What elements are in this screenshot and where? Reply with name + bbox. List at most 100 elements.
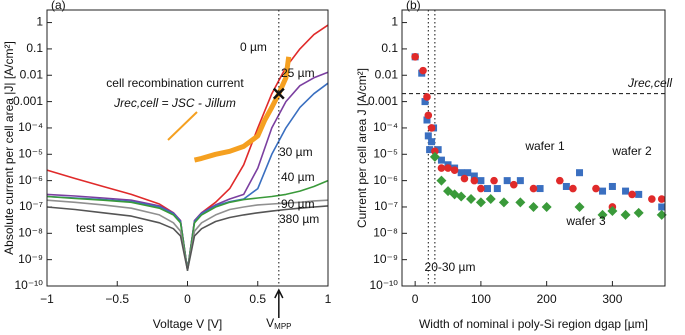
point bbox=[574, 201, 585, 212]
y-tick-label: 10⁻⁷ bbox=[374, 199, 398, 213]
y-tick-label: 0.01 bbox=[20, 67, 44, 81]
point bbox=[541, 201, 552, 212]
curve bbox=[46, 179, 329, 271]
point bbox=[436, 175, 447, 186]
point bbox=[658, 203, 666, 211]
point bbox=[411, 53, 419, 61]
point bbox=[431, 147, 439, 156]
series-label: 30 µm bbox=[279, 145, 313, 159]
point bbox=[426, 146, 434, 154]
point bbox=[424, 132, 432, 140]
point bbox=[437, 164, 446, 172]
series-label: 90 µm bbox=[281, 197, 315, 211]
point bbox=[493, 185, 501, 193]
point bbox=[528, 201, 539, 212]
point bbox=[607, 206, 618, 217]
point bbox=[576, 169, 584, 177]
series-label: cell recombination current bbox=[106, 76, 244, 90]
series-label: 0 µm bbox=[240, 40, 267, 54]
plot-frame bbox=[401, 9, 666, 287]
x-axis-title: Voltage V [V] bbox=[153, 317, 222, 331]
y-tick-label: 10⁻⁸ bbox=[18, 225, 43, 239]
y-tick-label: 10⁻⁵ bbox=[373, 146, 398, 160]
point bbox=[620, 209, 631, 220]
pointer bbox=[167, 111, 198, 141]
point bbox=[648, 195, 656, 203]
point bbox=[460, 174, 469, 183]
x-tick-label: 0.5 bbox=[249, 292, 266, 306]
y-tick-label: 10⁻⁶ bbox=[18, 173, 43, 187]
curve bbox=[46, 71, 329, 271]
point bbox=[477, 184, 485, 193]
point bbox=[597, 209, 608, 220]
x-tick-label: 0 bbox=[184, 292, 191, 306]
cross-marker bbox=[272, 87, 285, 100]
point bbox=[475, 197, 486, 208]
point bbox=[536, 185, 544, 193]
y-tick-label: 0.1 bbox=[381, 41, 398, 55]
series-label: 40 µm bbox=[281, 170, 315, 184]
point bbox=[485, 194, 496, 205]
x-axis-title: Width of nominal i poly-Si region dgap [… bbox=[419, 317, 648, 331]
y-tick-label: 10⁻⁴ bbox=[18, 120, 43, 134]
point bbox=[622, 187, 630, 195]
point bbox=[556, 176, 564, 185]
x-tick-label: 100 bbox=[471, 292, 491, 306]
formula: Jrec,cell = JSC - Jillum bbox=[113, 96, 236, 110]
y-tick-label: 10⁻¹⁰ bbox=[370, 278, 399, 292]
point bbox=[470, 176, 479, 185]
point bbox=[470, 172, 478, 180]
y-tick-label: 10⁻⁹ bbox=[373, 252, 398, 266]
x-tick-label: 200 bbox=[537, 292, 557, 306]
panel-label: (a) bbox=[51, 0, 66, 12]
y-tick-label: 0.01 bbox=[375, 67, 399, 81]
point bbox=[437, 156, 445, 164]
point bbox=[421, 98, 429, 106]
point bbox=[457, 169, 465, 177]
y-tick-label: 0.001 bbox=[368, 94, 398, 108]
point bbox=[477, 177, 485, 185]
curve bbox=[193, 56, 292, 163]
y-axis-title: Current per cell area J [A/cm²] bbox=[355, 68, 369, 228]
plot-frame bbox=[46, 9, 329, 287]
ref-label: Jrec,cell bbox=[627, 76, 672, 90]
point bbox=[633, 207, 644, 218]
point bbox=[509, 180, 518, 189]
point bbox=[450, 166, 459, 174]
x-tick-label: 0 bbox=[412, 292, 419, 306]
x-tick-label: 1 bbox=[325, 292, 332, 306]
y-tick-label: 10⁻⁹ bbox=[18, 252, 43, 266]
point bbox=[635, 190, 643, 198]
y-tick-label: 10⁻¹⁰ bbox=[15, 278, 44, 292]
legend-label: wafer 2 bbox=[611, 144, 652, 158]
point bbox=[456, 191, 467, 202]
point bbox=[424, 111, 433, 120]
y-tick-label: 10⁻⁸ bbox=[373, 225, 398, 239]
curve bbox=[46, 205, 329, 271]
y-axis-title: Absolute current per cell area |J| [A/cm… bbox=[2, 41, 16, 255]
point bbox=[428, 138, 436, 146]
point bbox=[498, 197, 509, 208]
point bbox=[423, 116, 431, 124]
x-tick-label: −0.5 bbox=[105, 292, 129, 306]
point bbox=[515, 197, 526, 208]
point bbox=[562, 182, 570, 190]
panel-label: (b) bbox=[406, 0, 421, 12]
y-tick-label: 10⁻⁴ bbox=[373, 120, 398, 134]
point bbox=[464, 169, 472, 177]
point bbox=[608, 182, 616, 190]
point bbox=[599, 187, 607, 195]
legend-label: wafer 3 bbox=[565, 214, 606, 228]
legend-label: wafer 1 bbox=[524, 139, 565, 153]
series-label: 25 µm bbox=[281, 66, 315, 80]
arrow bbox=[274, 288, 284, 318]
y-tick-label: 10⁻⁷ bbox=[19, 199, 43, 213]
point bbox=[483, 185, 491, 193]
y-tick-label: 10⁻⁵ bbox=[18, 146, 43, 160]
y-tick-label: 1 bbox=[391, 15, 398, 29]
mpp-label: VMPP bbox=[266, 316, 291, 331]
y-tick-label: 0.1 bbox=[26, 41, 43, 55]
point bbox=[516, 177, 524, 185]
x-tick-label: −1 bbox=[40, 292, 54, 306]
point bbox=[427, 124, 436, 132]
